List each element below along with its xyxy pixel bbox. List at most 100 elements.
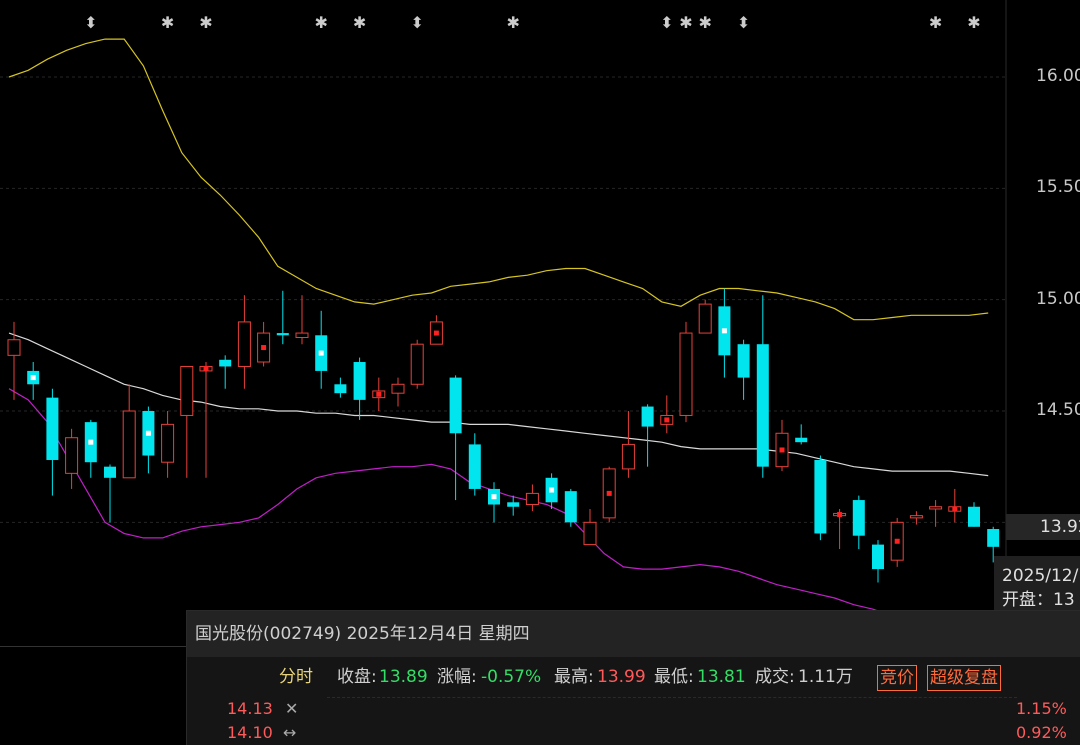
candle-marker bbox=[318, 350, 324, 356]
candle-body bbox=[276, 333, 289, 336]
last-price-label: 13.92 bbox=[1006, 514, 1080, 540]
candle bbox=[756, 295, 769, 478]
candle-body bbox=[7, 339, 21, 356]
candle-body bbox=[507, 502, 520, 507]
candle bbox=[295, 295, 309, 345]
candle-body bbox=[46, 397, 59, 460]
candle bbox=[641, 404, 654, 467]
candle-marker bbox=[721, 328, 727, 334]
top-signal-mark: ✱ bbox=[314, 13, 327, 32]
candle-body bbox=[852, 500, 865, 536]
candle bbox=[65, 428, 79, 489]
candle bbox=[429, 315, 443, 345]
volume-value: 1.11万 bbox=[798, 667, 853, 687]
close-label: 收盘: bbox=[337, 667, 377, 687]
top-signal-mark: ✱ bbox=[929, 13, 942, 32]
candle-body bbox=[391, 383, 405, 394]
tab-intraday[interactable]: 分时 bbox=[279, 667, 313, 687]
top-signal-mark: ⬍ bbox=[660, 13, 673, 32]
auction-button[interactable]: 竞价 bbox=[877, 665, 917, 691]
candle-body bbox=[641, 406, 654, 427]
top-signal-mark: ✱ bbox=[199, 13, 212, 32]
hover-date: 2025/12/ bbox=[1002, 566, 1079, 586]
mini-left-label-2: 14.10 bbox=[227, 723, 273, 742]
candle-marker bbox=[952, 506, 958, 512]
candle-marker bbox=[433, 330, 439, 336]
top-signal-mark: ✱ bbox=[353, 13, 366, 32]
y-tick-label: 15.50 bbox=[1036, 177, 1080, 198]
close-value: 13.89 bbox=[379, 667, 428, 687]
candle bbox=[507, 495, 520, 516]
candle bbox=[199, 362, 213, 478]
candle-body bbox=[621, 443, 635, 470]
candle-body bbox=[353, 362, 366, 400]
candle bbox=[987, 526, 1000, 563]
candle bbox=[468, 433, 481, 496]
candles bbox=[7, 288, 1000, 583]
candle-body bbox=[468, 444, 481, 489]
candle-marker bbox=[894, 538, 900, 544]
mini-right-label-1: 1.15% bbox=[1016, 699, 1067, 718]
candle-body bbox=[968, 506, 980, 527]
change-label: 涨幅: bbox=[437, 667, 477, 687]
candle-body bbox=[410, 343, 424, 385]
top-signal-mark: ⬍ bbox=[84, 13, 97, 32]
top-signal-mark: ✱ bbox=[967, 13, 980, 32]
top-marks: ⬍ ✱ ✱ ✱ ✱ ⬍ ✱ ⬍ ✱ ✱ ⬍ ✱ ✱ bbox=[84, 13, 981, 32]
top-signal-mark: ⬍ bbox=[410, 13, 423, 32]
candle-body bbox=[737, 344, 750, 378]
candle bbox=[660, 395, 674, 434]
candle-marker bbox=[837, 512, 843, 518]
candle bbox=[698, 299, 712, 334]
candle-body bbox=[525, 492, 539, 506]
candle bbox=[84, 419, 97, 478]
candle bbox=[391, 377, 405, 407]
panel-divider bbox=[0, 646, 186, 647]
candle-marker bbox=[261, 345, 267, 351]
low-label: 最低: bbox=[654, 667, 694, 687]
candle-body bbox=[583, 521, 597, 546]
candle-body bbox=[334, 384, 347, 394]
candle bbox=[276, 290, 289, 345]
candle-marker bbox=[606, 490, 612, 496]
candle bbox=[602, 466, 616, 523]
high-label: 最高: bbox=[554, 667, 594, 687]
chart-grid bbox=[0, 0, 1007, 610]
upper-band-line bbox=[8, 38, 989, 321]
super-replay-button[interactable]: 超级复盘 bbox=[927, 665, 1001, 691]
y-tick-label: 14.50 bbox=[1036, 400, 1080, 420]
mini-left-label-1: 14.13 bbox=[227, 699, 273, 718]
candle bbox=[334, 377, 347, 398]
popup-title: 国光股份(002749) 2025年12月4日 星期四 bbox=[187, 611, 1080, 657]
candle-body bbox=[795, 437, 808, 443]
candle-body bbox=[104, 466, 116, 478]
candle bbox=[449, 375, 462, 501]
candle-body bbox=[219, 359, 232, 367]
y-tick-label: 15.00 bbox=[1036, 288, 1080, 309]
candle bbox=[104, 464, 116, 523]
candle-body bbox=[180, 365, 194, 416]
change-value: -0.57% bbox=[481, 667, 542, 687]
candle bbox=[372, 377, 386, 411]
resize-horizontal-icon[interactable]: ↔ bbox=[283, 723, 297, 742]
candle bbox=[795, 424, 808, 445]
bollinger-bands bbox=[8, 38, 989, 628]
candle-body bbox=[698, 303, 712, 334]
candle bbox=[142, 406, 155, 474]
candle bbox=[410, 339, 424, 389]
y-tick-label: 16.00 bbox=[1036, 66, 1080, 86]
candle-body bbox=[987, 529, 1000, 547]
candle-body bbox=[161, 423, 175, 463]
candle bbox=[679, 321, 693, 423]
top-signal-mark: ✱ bbox=[506, 13, 519, 32]
candle bbox=[237, 295, 251, 389]
candle bbox=[257, 321, 271, 367]
candle bbox=[525, 484, 539, 512]
candle bbox=[180, 365, 194, 478]
candle-marker bbox=[145, 430, 151, 436]
high-value: 13.99 bbox=[597, 667, 646, 687]
close-icon[interactable]: ✕ bbox=[285, 699, 299, 718]
candle bbox=[775, 419, 789, 472]
candle bbox=[929, 500, 943, 527]
